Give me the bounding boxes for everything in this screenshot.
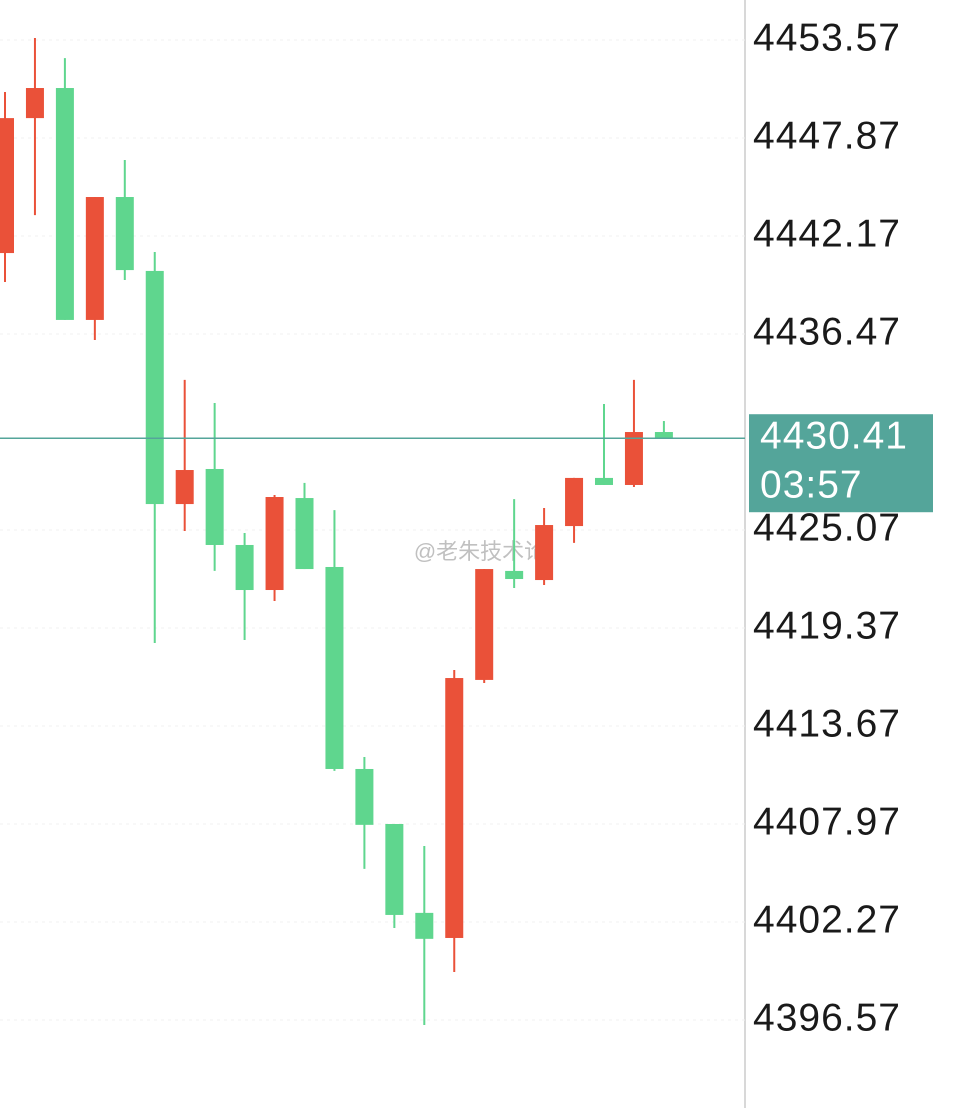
candle-body [624,432,643,485]
y-tick-label: 4453.57 [753,16,901,59]
y-tick-label: 4425.07 [753,506,901,549]
last-price-label: 4430.41 [760,415,908,458]
candle-body [25,88,44,119]
candle-body [415,912,434,939]
y-tick-label: 4419.37 [753,604,901,647]
candle-body [654,432,673,439]
candle-body [85,197,104,320]
candle-body [505,570,524,580]
candle-body [115,197,134,271]
candle-body [385,823,404,915]
watermark: @老朱技术论 [414,539,546,564]
candle-body [595,477,613,485]
candle-body [175,470,194,505]
candle-body [265,497,284,591]
y-tick-label: 4402.27 [753,898,901,941]
y-tick-label: 4407.97 [753,800,901,843]
y-tick-label: 4413.67 [753,702,901,745]
candle-body [325,566,344,769]
last-price-badge [749,414,933,513]
candle-body [565,477,584,527]
y-tick-label: 4436.47 [753,310,901,353]
candle-body [535,525,554,581]
candle-body [475,569,494,680]
countdown-label: 03:57 [760,464,863,507]
candle-body [55,88,74,320]
candle-body [295,498,314,570]
candle-body [445,678,464,938]
y-tick-label: 4442.17 [753,212,901,255]
y-tick-label: 4396.57 [753,996,901,1039]
candle-body [145,270,164,505]
y-tick-label: 4447.87 [753,114,901,157]
candle-body [355,768,374,825]
candle-body [205,468,224,545]
candle-body [235,544,254,591]
candle-body [0,118,14,254]
